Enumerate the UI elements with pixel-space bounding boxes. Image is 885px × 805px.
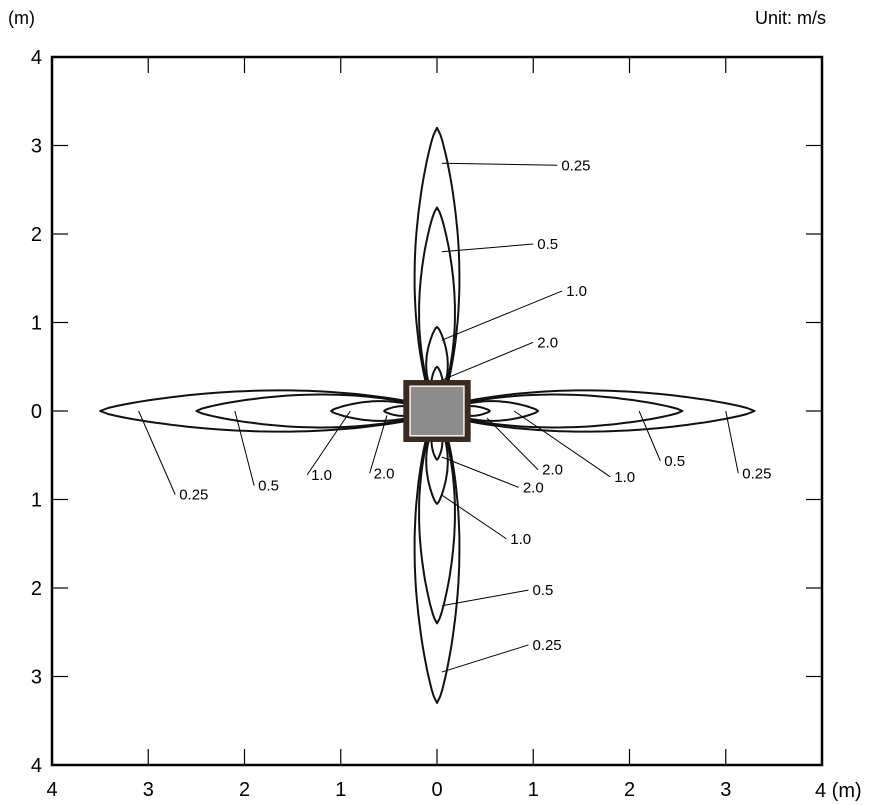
contour-label: 0.5 [664,453,685,470]
x-tick-label: 3 [720,779,731,801]
y-tick-label: 1 [31,313,42,335]
y-tick-label: 0 [31,401,42,423]
axis-ticks: 4 3 2 1 0 1 2 3 4 3 2 1 0 1 2 3 4 [31,47,822,801]
annotation-leader [441,589,529,607]
annotation-leader [441,456,519,488]
contour-1.0-west [330,400,420,422]
contour-label: 2.0 [537,334,558,351]
contour-0.25-south [413,427,461,704]
annotation-leader [638,410,661,462]
annotation-leader [234,410,255,486]
annotation-leader [441,494,507,540]
y-tick-label: 4 [31,47,42,69]
annotation-leader [441,162,558,166]
annotation-leader [441,341,534,381]
contour-1.0-east [454,400,540,422]
y-tick-label: 2 [31,578,42,600]
annotation-leader [441,243,534,253]
contour-0.5-north [418,206,456,395]
contour-0.25-east [454,389,756,433]
contour-label: 0.5 [258,478,279,495]
contour-label: 1.0 [510,531,531,548]
annotation-leader [138,410,176,495]
x-tick-label: 0 [431,779,442,801]
plot-frame [50,55,824,767]
contour-label: 1.0 [311,467,332,484]
unit-panel [409,385,465,437]
annotation-leader [441,644,529,673]
contour-label: 1.0 [614,469,635,486]
contour-1.0-south [425,427,449,505]
y-tick-label: 1 [31,490,42,512]
contour-label: 0.5 [532,582,553,599]
x-axis-unit-label: 4 (m) [815,780,862,802]
x-tick-label: 2 [624,779,635,801]
contour-label: 0.25 [561,157,590,174]
annotation-leader [513,410,611,478]
x-tick-label: 4 [46,779,57,801]
x-tick-label: 2 [239,779,250,801]
x-tick-label: 1 [528,779,539,801]
contour-annotations: 0.250.51.02.02.01.00.50.250.250.51.0 2.0 2… [138,157,771,673]
contour-label: 0.25 [532,637,561,654]
annotation-leader [486,417,539,471]
y-tick-label: 3 [31,667,42,689]
annotation-leader [441,290,563,341]
contour-label: 0.25 [742,465,771,482]
contour-label: 2.0 [523,479,544,496]
x-tick-label: 1 [335,779,346,801]
velocity-unit-label: Unit: m/s [755,8,826,28]
y-tick-label: 3 [31,136,42,158]
annotation-leader [306,410,351,476]
annotation-leader [725,410,739,474]
contour-0.5-west [195,393,420,429]
contour-0.5-south [418,427,456,625]
contour-label: 0.5 [537,236,558,253]
contour-1.0-north [425,325,449,395]
y-tick-label: 4 [31,755,42,777]
contour-label: 1.0 [566,283,587,300]
contour-label: 0.25 [179,487,208,504]
contour-0.5-east [454,393,684,429]
x-tick-label: 3 [143,779,154,801]
contour-0.25-north [413,126,461,395]
contour-0.25-west [99,389,420,433]
annotation-leader [369,415,388,474]
y-tick-label: 2 [31,224,42,246]
contour-label: 2.0 [542,462,563,479]
y-axis-unit-label: (m) [8,8,35,28]
center-unit [403,380,471,442]
contour-label: 2.0 [374,465,395,482]
